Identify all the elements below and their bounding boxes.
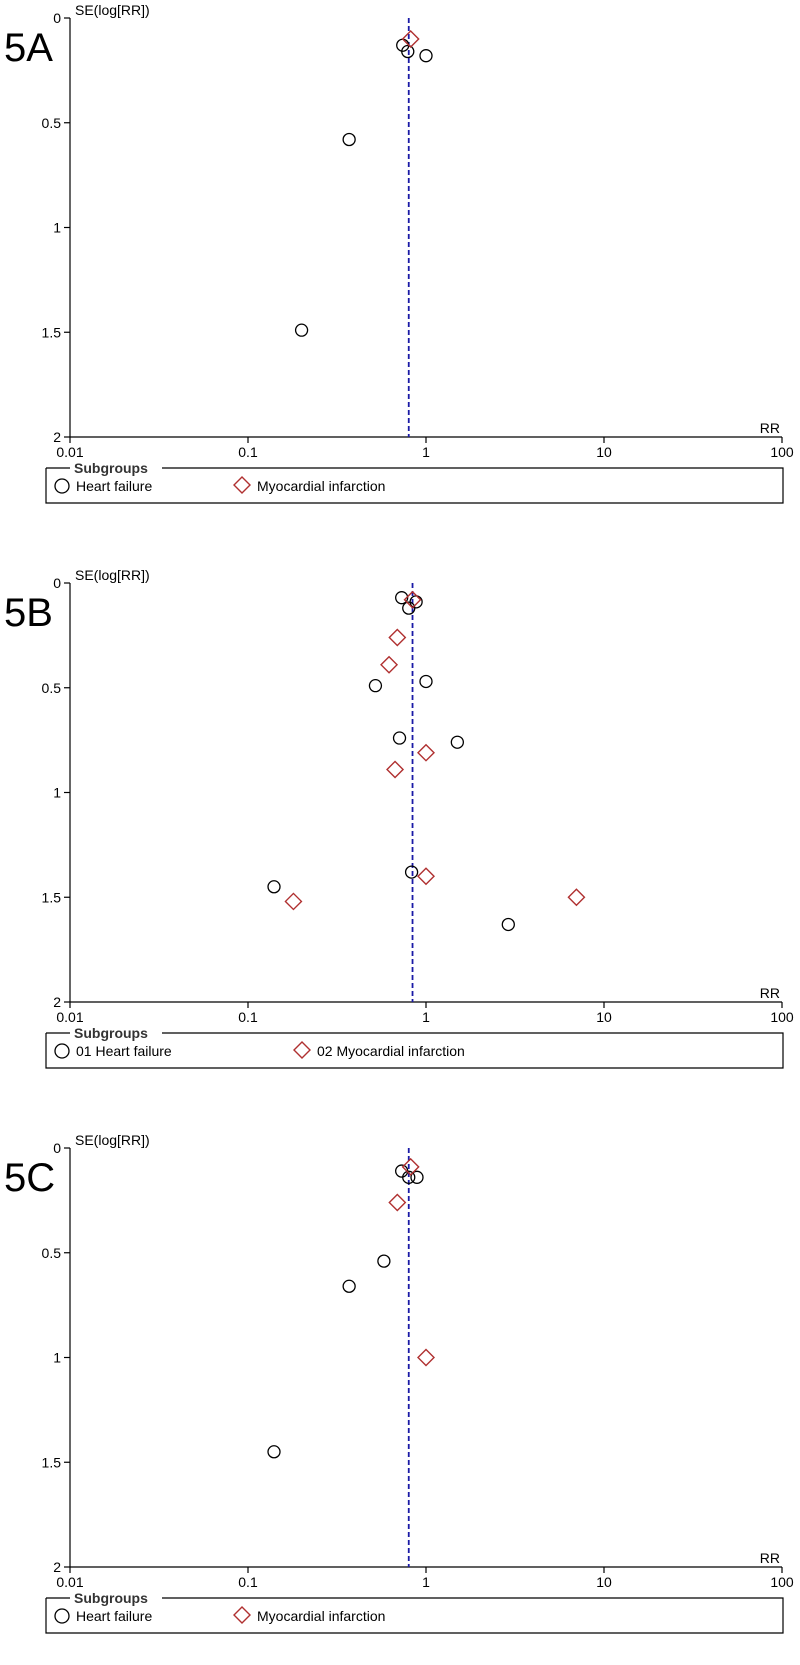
panel-label: 5C <box>4 1156 55 1200</box>
data-point-heart-failure <box>267 880 281 894</box>
data-point-myocardial-infarction <box>417 1348 435 1367</box>
x-tick-label: 0.01 <box>56 1009 83 1025</box>
x-tick-label: 10 <box>596 444 612 460</box>
y-tick-label: 1.5 <box>42 1454 62 1470</box>
legend: Subgroups 01 Heart failure 02 Myocardial i… <box>45 1025 784 1069</box>
x-tick-label: 100 <box>770 1574 794 1590</box>
chart-panel-5b: 5B SE(log[RR]) 0 0.5 1 1.5 20.01 0.1 1 10 100 RR Sub… <box>4 567 794 1069</box>
data-point-heart-failure <box>368 679 383 693</box>
legend-circle-marker <box>54 1608 70 1624</box>
y-axis-title: SE(log[RR]) <box>75 2 150 18</box>
x-tick-label: 10 <box>596 1009 612 1025</box>
legend-item-myocardial-infarction: Myocardial infarction <box>257 1608 385 1624</box>
x-axis-title: RR <box>760 985 780 1001</box>
legend-title: Subgroups <box>74 1025 148 1041</box>
y-tick-label: 0.5 <box>42 1245 62 1261</box>
x-tick-label: 0.01 <box>56 1574 83 1590</box>
x-tick-label: 0.1 <box>238 1574 258 1590</box>
x-tick-label: 1 <box>422 1009 430 1025</box>
legend-title: Subgroups <box>74 1590 148 1606</box>
data-point-heart-failure <box>402 601 416 615</box>
data-point-heart-failure <box>377 1254 391 1268</box>
data-point-heart-failure <box>410 1170 424 1184</box>
data-point-heart-failure <box>404 865 419 879</box>
data-point-myocardial-infarction <box>567 888 586 907</box>
y-tick-label: 0.5 <box>42 115 62 131</box>
x-axis-title: RR <box>760 420 780 436</box>
data-point-heart-failure <box>267 1445 281 1459</box>
x-tick-label: 10 <box>596 1574 612 1590</box>
data-point-myocardial-infarction <box>388 628 407 647</box>
y-tick-label: 0.5 <box>42 680 62 696</box>
data-point-myocardial-infarction <box>401 29 420 48</box>
y-tick-label: 2 <box>53 1559 61 1575</box>
legend-item-myocardial-infarction: 02 Myocardial infarction <box>317 1043 465 1059</box>
legend: Subgroups Heart failure Myocardial infarct… <box>45 1590 784 1634</box>
data-point-heart-failure <box>342 132 356 147</box>
chart-panel-5c: 5C SE(log[RR]) 0 0.5 1 1.5 20.01 0.1 1 10 100 RR Sub… <box>4 1132 794 1634</box>
data-point-myocardial-infarction <box>401 1157 420 1176</box>
data-point-heart-failure <box>402 1170 416 1184</box>
data-point-heart-failure <box>294 323 309 337</box>
y-tick-label: 1 <box>53 220 61 236</box>
data-point-heart-failure <box>419 49 433 63</box>
legend: Subgroups Heart failure Myocardial infarct… <box>45 460 784 504</box>
data-point-myocardial-infarction <box>380 655 399 674</box>
y-tick-label: 0 <box>53 575 61 591</box>
y-tick-label: 2 <box>53 994 61 1010</box>
x-tick-label: 0.1 <box>238 444 258 460</box>
legend-item-heart-failure: Heart failure <box>76 478 152 494</box>
legend-box <box>45 1032 784 1069</box>
x-tick-label: 0.1 <box>238 1009 258 1025</box>
data-point-myocardial-infarction <box>284 892 303 911</box>
data-point-myocardial-infarction <box>403 590 422 609</box>
legend-diamond-marker <box>233 476 251 494</box>
y-axis-title: SE(log[RR]) <box>75 567 150 583</box>
panel-label: 5A <box>4 26 53 70</box>
y-tick-label: 1.5 <box>42 889 62 905</box>
data-point-myocardial-infarction <box>386 760 405 779</box>
y-tick-label: 1.5 <box>42 324 62 340</box>
x-tick-label: 0.01 <box>56 444 83 460</box>
panel-label: 5B <box>4 591 53 635</box>
y-axis-title: SE(log[RR]) <box>75 1132 150 1148</box>
data-point-heart-failure <box>395 591 409 605</box>
y-tick-label: 1 <box>53 1350 61 1366</box>
data-point-myocardial-infarction <box>417 743 435 762</box>
legend-circle-marker <box>54 1043 70 1059</box>
x-tick-label: 100 <box>770 1009 794 1025</box>
legend-circle-marker <box>54 478 70 494</box>
x-axis-title: RR <box>760 1550 780 1566</box>
chart-panel-5a: 5A SE(log[RR]) 0 0.5 1 1.5 20.01 0.1 1 10 100 RR Sub… <box>4 2 794 504</box>
legend-box <box>45 1597 784 1634</box>
x-tick-label: 1 <box>422 444 430 460</box>
legend-diamond-marker <box>293 1041 311 1059</box>
data-point-heart-failure <box>501 917 515 932</box>
y-tick-label: 0 <box>53 1140 61 1156</box>
y-tick-label: 1 <box>53 785 61 801</box>
data-point-heart-failure <box>450 735 464 749</box>
legend-box <box>45 467 784 504</box>
legend-item-myocardial-infarction: Myocardial infarction <box>257 478 385 494</box>
data-point-myocardial-infarction <box>388 1193 407 1212</box>
data-point-heart-failure <box>419 674 433 689</box>
data-point-myocardial-infarction <box>417 867 435 886</box>
legend-item-heart-failure: Heart failure <box>76 1608 152 1624</box>
x-tick-label: 100 <box>770 444 794 460</box>
data-point-heart-failure <box>392 731 407 745</box>
legend-item-heart-failure: 01 Heart failure <box>76 1043 172 1059</box>
x-tick-label: 1 <box>422 1574 430 1590</box>
y-tick-label: 0 <box>53 10 61 26</box>
legend-title: Subgroups <box>74 460 148 476</box>
data-point-heart-failure <box>342 1279 356 1293</box>
data-point-heart-failure <box>401 44 415 59</box>
legend-diamond-marker <box>233 1606 251 1624</box>
y-tick-label: 2 <box>53 429 61 445</box>
